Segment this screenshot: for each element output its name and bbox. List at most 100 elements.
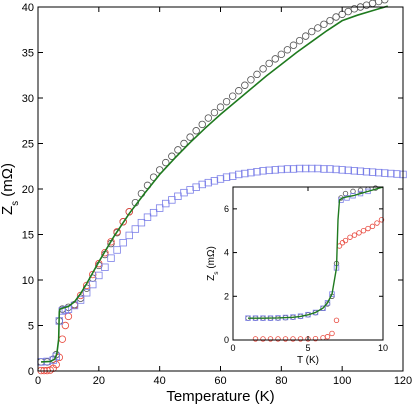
main-circle-point bbox=[381, 0, 389, 4]
inset-circle-point bbox=[369, 223, 376, 230]
main-square-point bbox=[89, 280, 97, 289]
main-circle-point bbox=[265, 59, 273, 68]
main-circle-point bbox=[192, 127, 200, 135]
inset-y-tick-label: 0 bbox=[224, 335, 229, 345]
main-square-point bbox=[107, 254, 115, 262]
inset-circle-point bbox=[282, 336, 289, 342]
main-square-point bbox=[308, 164, 316, 173]
main-square-point bbox=[271, 166, 279, 174]
inset-x-axis-title: T (K) bbox=[297, 355, 319, 366]
main-circle-point bbox=[235, 87, 243, 95]
main-circle-point bbox=[368, 0, 377, 8]
inset-y-tick-label: 4 bbox=[224, 248, 229, 258]
inset-fit-line bbox=[248, 186, 384, 319]
inset-square-point bbox=[324, 300, 331, 306]
main-y-tick-label: 40 bbox=[22, 2, 34, 14]
main-square-point bbox=[235, 170, 243, 179]
main-circle-point bbox=[101, 248, 109, 257]
main-square-point bbox=[314, 164, 322, 173]
main-x-axis-title: Temperature (K) bbox=[166, 388, 274, 405]
main-circle-point bbox=[216, 103, 225, 111]
main-y-tick-label: 15 bbox=[22, 229, 34, 241]
main-circle-point bbox=[228, 92, 237, 100]
main-x-tick-label: 100 bbox=[333, 375, 351, 387]
main-square-point bbox=[326, 165, 334, 173]
inset-square-point bbox=[320, 305, 326, 312]
main-y-axis-title: Zs (mΩ) bbox=[0, 163, 21, 215]
inset-series-3 bbox=[252, 217, 385, 342]
main-y-tick-label: 25 bbox=[22, 138, 34, 150]
main-x-tick-label: 40 bbox=[154, 375, 166, 387]
main-square-point bbox=[247, 168, 255, 177]
inset-circle-point bbox=[378, 217, 385, 223]
main-y-tick-label: 20 bbox=[22, 184, 34, 196]
main-square-point bbox=[265, 166, 273, 175]
main-square-point bbox=[186, 186, 194, 194]
main-square-point bbox=[210, 177, 219, 185]
main-circle-point bbox=[271, 55, 279, 63]
main-square-point bbox=[241, 169, 249, 178]
inset-series-4 bbox=[248, 186, 384, 319]
inset-circle-point bbox=[275, 336, 281, 342]
main-square-point bbox=[350, 167, 359, 175]
main-circle-point bbox=[222, 97, 231, 106]
main-square-point bbox=[198, 180, 206, 189]
inset-square-point bbox=[338, 197, 344, 203]
main-square-point bbox=[277, 165, 286, 174]
main-square-point bbox=[381, 169, 389, 177]
inset-circle-point bbox=[297, 336, 304, 342]
main-square-point bbox=[320, 165, 328, 173]
main-circle-point bbox=[180, 139, 188, 148]
inset-y-tick-label: 6 bbox=[224, 204, 229, 214]
main-circle-point bbox=[247, 76, 255, 84]
main-series-4 bbox=[40, 5, 389, 363]
inset-circle-point bbox=[365, 225, 371, 232]
main-square-point bbox=[95, 271, 103, 280]
main-circle-point bbox=[61, 321, 70, 330]
main-circle-point bbox=[210, 108, 219, 117]
main-circle-point bbox=[374, 0, 383, 6]
main-x-tick-label: 0 bbox=[35, 375, 41, 387]
main-y-tick-label: 35 bbox=[22, 47, 34, 59]
main-square-point bbox=[168, 196, 176, 204]
inset-x-tick-label: 0 bbox=[230, 343, 235, 353]
main-circle-point bbox=[344, 7, 352, 16]
main-square-point bbox=[295, 164, 304, 173]
main-square-point bbox=[368, 168, 377, 176]
main-circle-point bbox=[113, 228, 121, 236]
main-y-tick-label: 10 bbox=[22, 275, 34, 287]
main-square-point bbox=[162, 199, 170, 208]
main-circle-point bbox=[259, 65, 267, 73]
main-square-point bbox=[301, 164, 310, 173]
main-square-point bbox=[101, 263, 109, 271]
main-y-tick-label: 30 bbox=[22, 93, 34, 105]
main-square-point bbox=[204, 178, 213, 187]
inset-circle-point bbox=[342, 237, 349, 244]
main-circle-point bbox=[289, 41, 298, 49]
main-square-point bbox=[137, 218, 146, 227]
main-y-tick-label: 5 bbox=[28, 320, 34, 332]
main-square-point bbox=[143, 213, 152, 221]
main-fit-line bbox=[40, 5, 389, 363]
main-circle-point bbox=[241, 81, 249, 89]
main-square-point bbox=[149, 208, 158, 217]
main-square-point bbox=[344, 166, 352, 175]
main-square-point bbox=[82, 289, 91, 297]
main-circle-point bbox=[168, 152, 176, 160]
inset-circle-point bbox=[374, 220, 380, 226]
inset-y-tick-label: 2 bbox=[224, 291, 229, 301]
main-square-point bbox=[216, 175, 225, 183]
main-square-point bbox=[119, 238, 127, 247]
main-square-point bbox=[393, 170, 401, 178]
main-circle-point bbox=[174, 146, 182, 154]
main-square-point bbox=[228, 172, 237, 180]
main-x-tick-label: 60 bbox=[214, 375, 226, 387]
main-square-point bbox=[374, 168, 383, 177]
main-circle-point bbox=[198, 120, 206, 129]
main-circle-point bbox=[64, 312, 73, 321]
main-square-point bbox=[113, 246, 121, 254]
main-square-point bbox=[253, 168, 261, 176]
inset-square-point bbox=[312, 309, 319, 316]
inset-circle-point bbox=[360, 228, 367, 234]
